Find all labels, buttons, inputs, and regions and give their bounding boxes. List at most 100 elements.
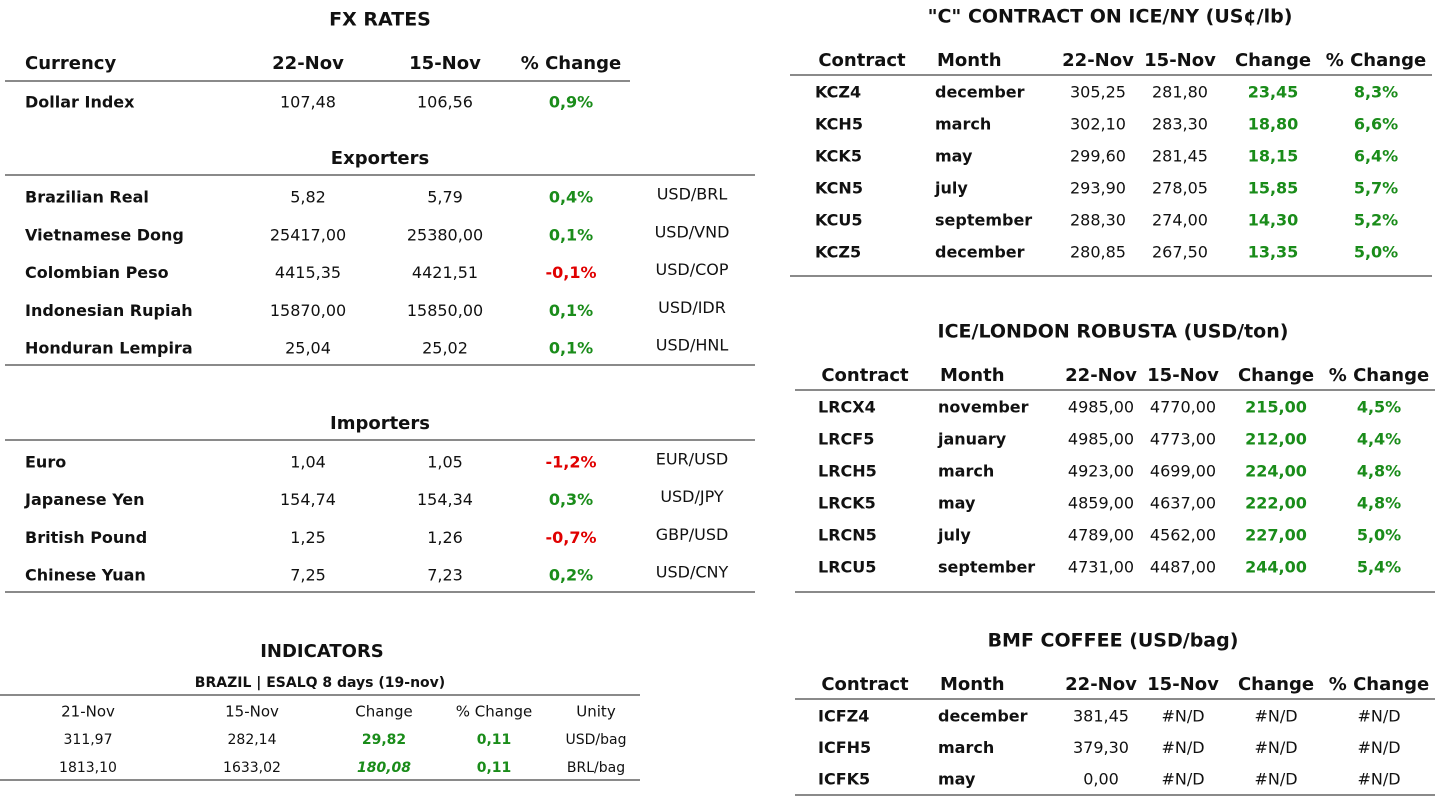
cell: LRCX4 — [818, 398, 876, 417]
column-header: Change — [1235, 50, 1311, 71]
cell: 0,1% — [549, 225, 593, 244]
cell: 106,56 — [417, 93, 473, 112]
column-header: Change — [1238, 674, 1314, 695]
cell: 4421,51 — [412, 263, 478, 282]
cell: 25,04 — [285, 339, 331, 358]
cell: #N/D — [1161, 738, 1204, 757]
cell: november — [938, 398, 1029, 417]
cell: 224,00 — [1245, 462, 1307, 481]
cell: EUR/USD — [656, 450, 729, 469]
cell: 4731,00 — [1068, 558, 1134, 577]
column-header: 15-Nov — [409, 53, 481, 74]
cell: 274,00 — [1152, 211, 1208, 230]
column-header: Unity — [576, 703, 616, 721]
cell: december — [938, 707, 1028, 726]
cell: 6,6% — [1354, 115, 1398, 134]
cell: USD/VND — [655, 222, 730, 241]
cell: 305,25 — [1070, 83, 1126, 102]
cell: #N/D — [1357, 707, 1400, 726]
cell: 15870,00 — [270, 301, 346, 320]
cell: 267,50 — [1152, 243, 1208, 262]
cell: 244,00 — [1245, 558, 1307, 577]
cell: 288,30 — [1070, 211, 1126, 230]
column-header: % Change — [1326, 50, 1426, 71]
cell: USD/COP — [656, 260, 729, 279]
cell: 4,8% — [1357, 494, 1401, 513]
column-header: Month — [940, 674, 1005, 695]
cell: 4699,00 — [1150, 462, 1216, 481]
cell: july — [934, 179, 968, 198]
cell: LRCN5 — [818, 526, 877, 545]
cell: 18,80 — [1248, 115, 1299, 134]
cell: 379,30 — [1073, 738, 1129, 757]
cell: 283,30 — [1152, 115, 1208, 134]
cell: 1813,10 — [59, 760, 117, 776]
column-header: Month — [940, 365, 1005, 386]
cell: 5,79 — [427, 188, 463, 207]
cell: USD/CNY — [656, 563, 729, 582]
cell: 5,2% — [1354, 211, 1398, 230]
cell: 7,23 — [427, 566, 463, 585]
cell: 0,3% — [549, 490, 593, 509]
cell: 4770,00 — [1150, 398, 1216, 417]
cell: 14,30 — [1248, 211, 1299, 230]
cell: ICFZ4 — [818, 707, 869, 726]
section-title: BMF COFFEE (USD/bag) — [988, 630, 1239, 652]
cell: #N/D — [1254, 707, 1297, 726]
cell: january — [937, 430, 1007, 449]
cell: 154,74 — [280, 490, 336, 509]
cell: 5,4% — [1357, 558, 1401, 577]
cell: 212,00 — [1245, 430, 1307, 449]
column-header: 15-Nov — [1147, 365, 1219, 386]
column-header: % Change — [1329, 365, 1429, 386]
cell: British Pound — [25, 528, 147, 547]
cell: #N/D — [1161, 707, 1204, 726]
cell: 0,11 — [477, 760, 512, 776]
cell: 1,05 — [427, 453, 463, 472]
group-title: Importers — [330, 413, 430, 434]
cell: 0,4% — [549, 188, 593, 207]
cell: 1633,02 — [223, 760, 281, 776]
cell: Chinese Yuan — [25, 566, 146, 585]
cell: july — [937, 526, 971, 545]
cell: -0,7% — [545, 528, 596, 547]
cell: 227,00 — [1245, 526, 1307, 545]
cell: Euro — [25, 453, 66, 472]
cell: #N/D — [1357, 770, 1400, 789]
cell: september — [938, 558, 1035, 577]
cell: -1,2% — [545, 453, 596, 472]
cell: 4773,00 — [1150, 430, 1216, 449]
cell: may — [938, 770, 976, 789]
cell: march — [938, 738, 994, 757]
cell: 5,0% — [1354, 243, 1398, 262]
cell: -0,1% — [545, 263, 596, 282]
cell: 154,34 — [417, 490, 473, 509]
cell: 8,3% — [1354, 83, 1398, 102]
cell: #N/D — [1161, 770, 1204, 789]
cell: KCK5 — [815, 147, 862, 166]
cell: 311,97 — [64, 732, 113, 748]
cell: may — [938, 494, 976, 513]
column-header: 22-Nov — [272, 53, 344, 74]
cell: Brazilian Real — [25, 188, 149, 207]
cell: Dollar Index — [25, 93, 135, 112]
cell: #N/D — [1254, 770, 1297, 789]
cell: 29,82 — [362, 732, 406, 748]
column-header: 21-Nov — [61, 703, 115, 721]
cell: USD/JPY — [660, 487, 724, 506]
cell: september — [935, 211, 1032, 230]
cell: may — [935, 147, 973, 166]
cell: 6,4% — [1354, 147, 1398, 166]
cell: 0,11 — [477, 732, 512, 748]
column-header: Contract — [821, 674, 909, 695]
column-header: 22-Nov — [1062, 50, 1134, 71]
cell: 180,08 — [357, 760, 411, 776]
cell: 25380,00 — [407, 225, 483, 244]
column-header: 15-Nov — [225, 703, 279, 721]
cell: 281,45 — [1152, 147, 1208, 166]
cell: KCZ4 — [815, 83, 861, 102]
cell: 293,90 — [1070, 179, 1126, 198]
section-title: ICE/LONDON ROBUSTA (USD/ton) — [938, 321, 1289, 343]
cell: BRL/bag — [567, 760, 625, 776]
